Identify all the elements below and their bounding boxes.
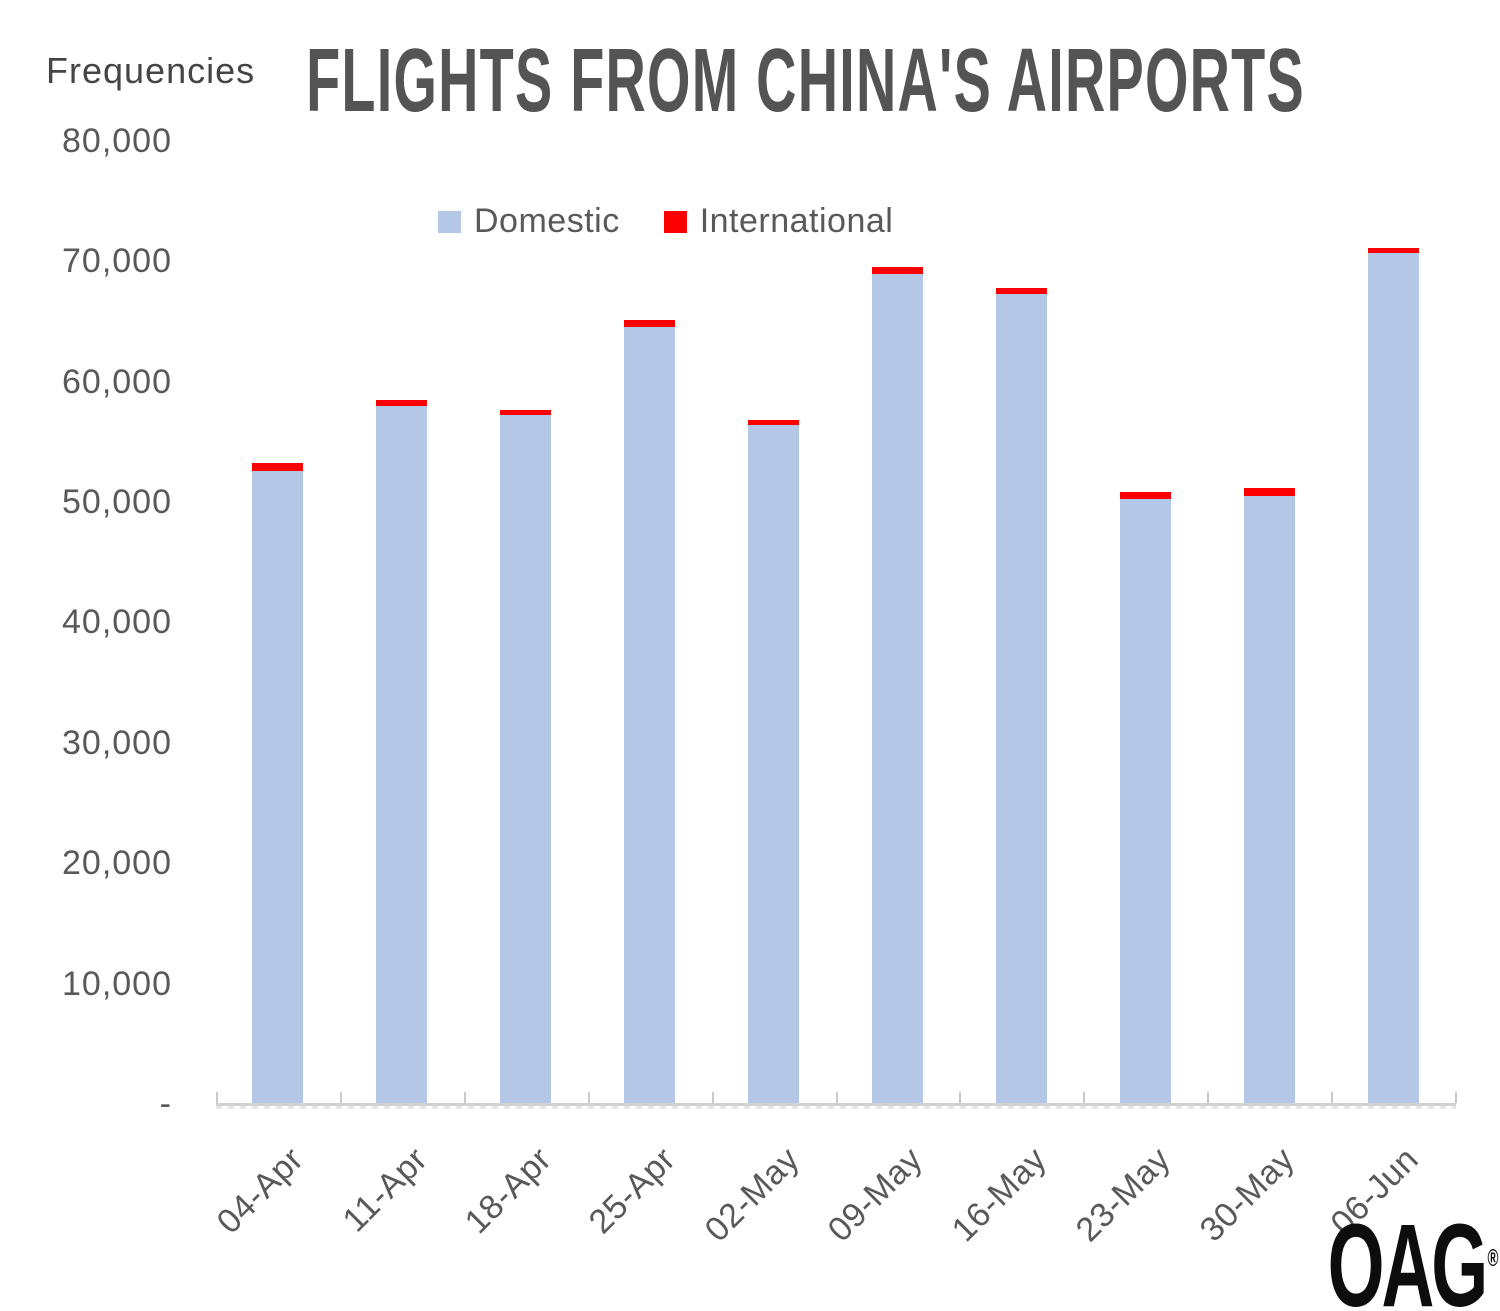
- y-axis-label-40000: 40,000: [62, 603, 172, 642]
- y-axis-label-20000: 20,000: [62, 844, 172, 883]
- y-axis-label-0: -: [159, 1085, 172, 1123]
- y-axis-label-50000: 50,000: [62, 483, 172, 521]
- oag-logo: OAG ®: [1223, 1207, 1498, 1311]
- legend-item-international: International: [663, 202, 894, 241]
- legend-label-international: International: [699, 202, 894, 240]
- x-axis-tick-6: [959, 1092, 962, 1103]
- x-axis-tick-4: [711, 1092, 714, 1103]
- bar-international-02-May: [748, 419, 800, 425]
- bar-domestic-16-May: [995, 294, 1047, 1104]
- legend: Domestic International: [438, 202, 893, 241]
- bar-domestic-02-May: [748, 424, 800, 1104]
- bar-domestic-06-Jun: [1367, 253, 1419, 1104]
- x-axis-tick-2: [463, 1092, 466, 1103]
- x-axis-shadow: [216, 1106, 1456, 1109]
- oag-logo-text: OAG ®: [1327, 1200, 1498, 1311]
- y-axis-label-80000: 80,000: [62, 121, 172, 160]
- x-axis-tick-0: [216, 1092, 218, 1103]
- chart-title: FLIGHTS FROM CHINA'S AIRPORTS: [0, 30, 1500, 133]
- bar-domestic-11-Apr: [376, 405, 428, 1104]
- chart-title-text: FLIGHTS FROM CHINA'S AIRPORTS: [306, 31, 1305, 131]
- legend-label-domestic: Domestic: [474, 202, 620, 240]
- x-axis-tick-9: [1331, 1092, 1334, 1103]
- bar-international-06-Jun: [1367, 247, 1419, 254]
- x-axis-line: [216, 1103, 1456, 1106]
- bar-international-16-May: [995, 288, 1047, 295]
- bar-international-18-Apr: [500, 409, 552, 416]
- bar-domestic-18-Apr: [500, 415, 552, 1104]
- international-swatch-icon: [663, 210, 687, 233]
- y-axis-label-10000: 10,000: [62, 964, 172, 1003]
- x-axis-tick-8: [1207, 1092, 1210, 1103]
- bar-domestic-23-May: [1119, 498, 1171, 1104]
- bar-international-04-Apr: [252, 463, 304, 471]
- x-axis-tick-1: [339, 1092, 342, 1103]
- x-axis-tick-10: [1455, 1092, 1457, 1103]
- y-axis-label-30000: 30,000: [62, 723, 172, 762]
- legend-item-domestic: Domestic: [438, 202, 620, 241]
- bar-domestic-04-Apr: [252, 470, 304, 1104]
- x-axis-tick-5: [835, 1092, 838, 1103]
- x-axis-tick-3: [587, 1092, 590, 1103]
- x-axis-tick-7: [1083, 1092, 1086, 1103]
- bar-domestic-25-Apr: [624, 327, 676, 1104]
- y-axis-label-70000: 70,000: [62, 242, 172, 281]
- bar-international-23-May: [1119, 491, 1171, 499]
- registered-trademark-icon: ®: [1487, 1244, 1498, 1272]
- bar-domestic-09-May: [871, 274, 923, 1104]
- bar-international-30-May: [1243, 487, 1295, 496]
- domestic-swatch-icon: [438, 210, 461, 233]
- bar-international-09-May: [871, 266, 923, 275]
- y-axis-title: Frequencies: [46, 50, 256, 91]
- bar-international-25-Apr: [624, 320, 676, 328]
- bar-international-11-Apr: [376, 400, 428, 406]
- bar-domestic-30-May: [1243, 495, 1295, 1104]
- y-axis-label-60000: 60,000: [62, 362, 172, 401]
